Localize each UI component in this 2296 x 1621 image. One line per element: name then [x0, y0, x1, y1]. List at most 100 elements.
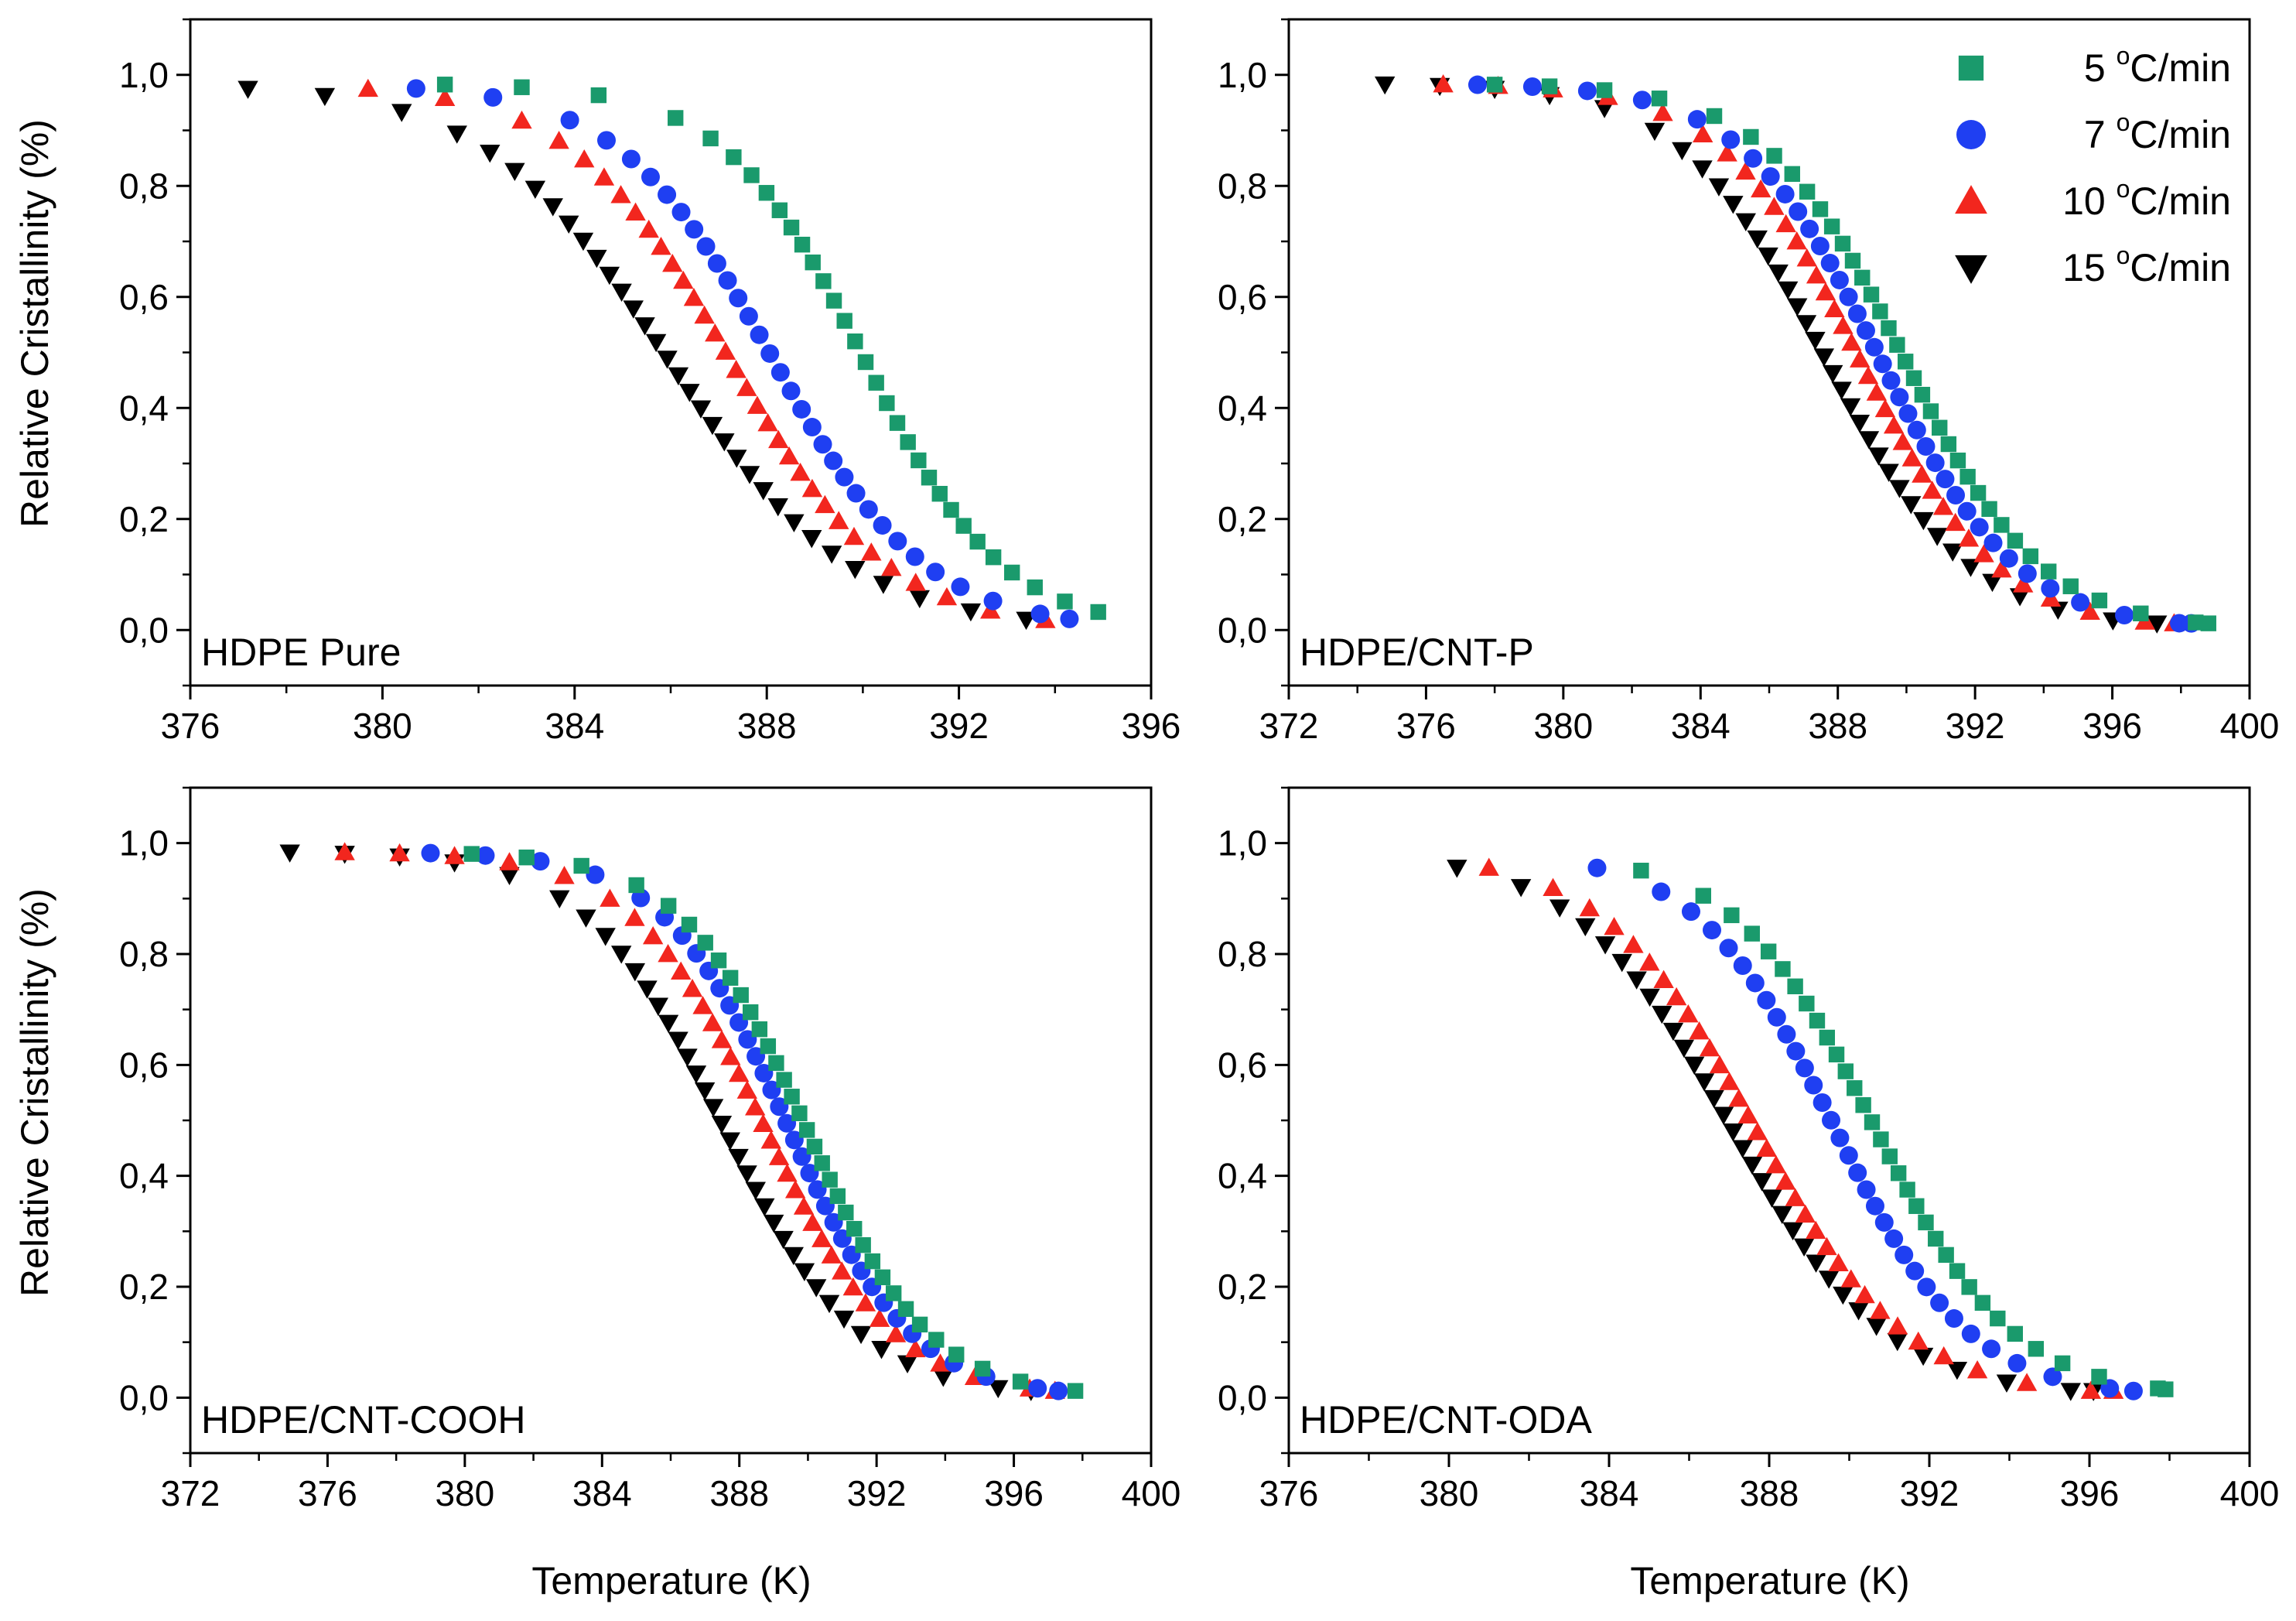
x-tick-label: 380 — [1420, 1473, 1479, 1513]
data-point — [773, 1230, 794, 1250]
legend-entry-7: 7 oC/min — [1956, 108, 2231, 156]
data-point — [1743, 128, 1759, 145]
data-point — [1928, 1230, 1944, 1247]
data-point — [770, 363, 790, 382]
x-tick-label: 400 — [2220, 1473, 2280, 1513]
data-point — [1816, 1236, 1837, 1256]
data-point — [859, 500, 878, 519]
panel-hdpe-cnt-cooh: 372 376 380 384 388 392 396 400 0,0 0,2 0,4 0,6 0,8 1… — [119, 786, 1180, 1513]
legend-marker — [1955, 185, 1987, 214]
x-tick-label: 372 — [1259, 706, 1319, 746]
y-tick-label: 0,0 — [1218, 610, 1267, 650]
data-point — [681, 916, 698, 933]
data-point — [1942, 543, 1963, 562]
data-point — [710, 952, 727, 969]
data-point — [1890, 1165, 1907, 1182]
data-point — [1732, 1140, 1753, 1158]
data-point — [1878, 463, 1899, 482]
data-point — [2022, 548, 2039, 565]
data-point — [444, 846, 465, 864]
data-point — [690, 400, 712, 419]
data-point — [1982, 1339, 2001, 1359]
data-point — [434, 87, 456, 106]
data-point — [1940, 436, 1957, 453]
data-point — [1666, 987, 1687, 1006]
data-point — [657, 351, 678, 369]
data-point — [1858, 431, 1880, 450]
data-point — [1837, 1063, 1854, 1079]
data-point — [1639, 952, 1660, 971]
data-point — [476, 846, 495, 865]
data-point — [736, 1165, 757, 1184]
data-point — [1868, 447, 1889, 466]
data-point — [682, 979, 703, 997]
data-point — [1889, 337, 1905, 353]
data-point — [1820, 254, 1840, 273]
data-point — [798, 1122, 815, 1138]
data-point — [1949, 1263, 1966, 1279]
data-point — [2080, 1380, 2102, 1399]
data-point — [1905, 1261, 1925, 1281]
y-tick-label: 0,6 — [1218, 277, 1267, 317]
data-point — [2007, 1325, 2023, 1342]
data-point — [599, 266, 620, 286]
x-axis-label-left: Temperature (K) — [531, 1559, 811, 1602]
data-point — [1775, 961, 1791, 977]
data-point — [2018, 564, 2037, 583]
panel-hdpe-cnt-oda: 376 380 384 388 392 396 400 0,0 0,2 0,4 0,6 0,8 1,0 H… — [1218, 786, 2280, 1513]
data-point — [1926, 528, 1948, 546]
data-point — [1596, 82, 1613, 98]
data-point — [784, 1089, 800, 1105]
data-point — [1883, 415, 1905, 434]
panel-label: HDPE Pure — [201, 631, 401, 674]
data-point — [1901, 496, 1922, 515]
data-point — [624, 963, 646, 982]
data-point — [694, 305, 715, 324]
data-point — [1990, 1310, 2006, 1327]
y-tick-label: 0,4 — [1218, 388, 1267, 428]
y-tick-label: 0,8 — [1218, 934, 1267, 974]
series-5-c-min — [1486, 77, 2216, 631]
data-point — [1873, 1131, 1889, 1147]
data-point — [631, 888, 651, 908]
data-point — [586, 865, 605, 884]
data-point — [1815, 282, 1836, 301]
data-point — [743, 167, 760, 183]
data-point — [662, 254, 683, 272]
data-point — [1662, 1022, 1684, 1041]
data-point — [777, 1163, 798, 1182]
data-point — [846, 1220, 863, 1237]
data-point — [1653, 970, 1674, 989]
data-point — [1905, 370, 1922, 386]
data-point — [1847, 1080, 1863, 1096]
data-point — [1067, 1383, 1084, 1399]
data-point — [1772, 1205, 1792, 1224]
x-tick-label: 380 — [353, 706, 412, 746]
data-point — [1687, 110, 1707, 129]
data-point — [660, 898, 677, 914]
data-point — [767, 498, 788, 517]
data-point — [763, 1214, 784, 1233]
data-point — [1901, 448, 1922, 467]
data-point — [1796, 248, 1817, 267]
legend-rate-value: 7 — [2084, 113, 2117, 156]
data-point — [1960, 559, 1981, 577]
data-point — [1683, 1056, 1705, 1075]
x-tick-label: 376 — [1259, 1473, 1319, 1513]
data-point — [879, 395, 895, 412]
data-point — [1795, 1204, 1816, 1223]
data-point — [2147, 615, 2168, 634]
y-tick-label: 1,0 — [119, 823, 169, 864]
data-point — [818, 1294, 840, 1314]
data-point — [1848, 1302, 1869, 1321]
data-point — [1793, 1238, 1815, 1257]
data-point — [1486, 77, 1503, 93]
data-point — [728, 1063, 750, 1082]
data-point — [1887, 1316, 1908, 1335]
data-point — [1786, 231, 1807, 250]
data-point — [1777, 281, 1799, 300]
data-point — [1651, 91, 1668, 107]
data-point — [1958, 528, 1980, 547]
data-point — [1775, 184, 1795, 203]
